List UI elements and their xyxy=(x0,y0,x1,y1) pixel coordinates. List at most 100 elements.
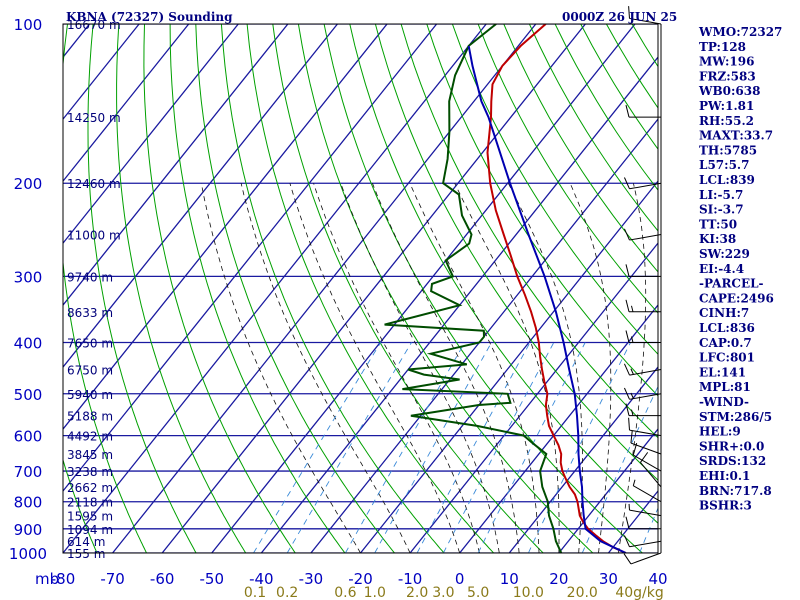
y-axis-unit: mb xyxy=(35,570,59,588)
wind-barb-half xyxy=(631,305,634,312)
temperature-tick-label: -40 xyxy=(249,570,274,588)
wind-barb xyxy=(630,430,662,455)
isotherm--50 xyxy=(211,24,636,553)
pressure-tick-label: 800 xyxy=(14,494,43,512)
wind-barb-staff xyxy=(629,393,662,400)
dry-adiabat xyxy=(63,24,148,553)
wind-barb-flag xyxy=(625,105,630,118)
height-label: 16670 m xyxy=(67,18,121,32)
mixing-ratio-line xyxy=(374,342,492,553)
dewpoint-trace xyxy=(384,24,563,553)
index-label: L57:5.7 xyxy=(699,158,749,172)
wind-barb-half xyxy=(630,368,634,375)
isotherm--60 xyxy=(161,24,586,553)
wind-barb-flag xyxy=(625,330,630,343)
wind-barb xyxy=(623,363,662,376)
height-label: 2662 m xyxy=(67,481,113,495)
wind-barb xyxy=(632,443,662,472)
pressure-tick-label: 600 xyxy=(14,428,43,446)
pressure-tick-label: 500 xyxy=(14,386,43,404)
wind-barb-flag xyxy=(625,403,630,416)
pressure-tick-label: 900 xyxy=(14,521,43,539)
mixing-ratio-line xyxy=(345,342,466,553)
temperature-tick-label: -70 xyxy=(100,570,125,588)
index-label: EI:-4.4 xyxy=(699,262,744,276)
height-label: 614 m xyxy=(67,535,105,549)
height-label: 1595 m xyxy=(67,510,113,524)
temperature-tick-label: 10 xyxy=(500,570,519,588)
wind-barb xyxy=(623,552,662,565)
moist-adiabat xyxy=(313,183,480,553)
wind-barb xyxy=(625,516,661,530)
plot-frame xyxy=(62,23,659,554)
wind-barb-half xyxy=(630,392,634,399)
valid-time: 0000Z 26 JUN 25 xyxy=(562,10,677,24)
index-label: LCL:836 xyxy=(699,321,755,335)
isotherm--130 xyxy=(63,24,239,245)
wind-barb-staff xyxy=(633,454,662,472)
mixing-ratio-label: 2.0 xyxy=(406,585,428,600)
wind-barb xyxy=(640,452,662,488)
wind-barb xyxy=(625,299,661,313)
index-label: PW:1.81 xyxy=(699,99,754,113)
trace-layer xyxy=(384,24,627,553)
height-label: 6750 m xyxy=(67,364,113,378)
index-label: EL:141 xyxy=(699,365,746,379)
wind-barb xyxy=(628,503,662,517)
mixing-ratio-label: 20.0 xyxy=(567,585,598,600)
wind-barb xyxy=(623,177,662,190)
dry-adiabat xyxy=(786,24,800,564)
wind-barb xyxy=(632,479,662,503)
wind-barb-staff xyxy=(629,540,662,548)
pressure-tick-label: 1000 xyxy=(9,545,47,563)
dry-adiabat xyxy=(0,24,1,564)
index-label: SHR+:0.0 xyxy=(699,439,764,453)
wind-barb-flag xyxy=(628,417,630,431)
isotherm--80 xyxy=(63,24,487,553)
mixing-ratio-label: 40g/kg xyxy=(615,585,663,600)
mixing-ratio-label: 5.0 xyxy=(467,585,489,600)
wind-barb-flag xyxy=(640,452,649,463)
index-label: SRDS:132 xyxy=(699,454,766,468)
wind-barb-staff xyxy=(629,182,662,190)
wind-barb-staff xyxy=(629,509,662,517)
wind-barb xyxy=(623,387,662,400)
index-label: HEL:9 xyxy=(699,425,741,439)
dry-adiabat xyxy=(477,24,658,314)
isotherm--140 xyxy=(63,24,190,183)
mixing-ratio-label: 0.1 xyxy=(244,585,266,600)
parcel-trace xyxy=(467,45,627,553)
pressure-tick-label: 700 xyxy=(14,463,43,481)
wind-barb xyxy=(628,6,662,25)
dry-adiabat xyxy=(297,24,594,553)
dry-adiabat xyxy=(374,24,658,481)
station-title: KBNA (72327) Sounding xyxy=(66,10,233,24)
wind-barb-flag xyxy=(630,430,633,444)
index-label: WB0:638 xyxy=(698,84,760,98)
wind-barb xyxy=(623,228,662,241)
wind-barb-flag xyxy=(625,264,630,277)
index-label: TT:50 xyxy=(699,217,737,231)
mixing-ratio-line xyxy=(477,342,586,553)
height-label: 1094 m xyxy=(67,523,113,537)
index-label: CAP:0.7 xyxy=(699,336,752,350)
isotherm--120 xyxy=(63,24,289,307)
index-label: CINH:7 xyxy=(699,306,749,320)
wind-barb-half xyxy=(631,409,634,416)
temperature-tick-label: -80 xyxy=(51,570,76,588)
index-label: MAXT:33.7 xyxy=(699,129,773,143)
wind-barb-staff xyxy=(633,485,662,503)
moist-adiabat xyxy=(289,183,461,553)
dry-adiabat xyxy=(169,24,346,553)
wind-barb-staff xyxy=(629,429,662,437)
index-label: LI:-5.7 xyxy=(699,188,743,202)
height-label: 155 m xyxy=(67,547,105,561)
wind-barb-flag xyxy=(623,553,632,565)
wind-barb-flag xyxy=(623,228,630,241)
index-label: MW:196 xyxy=(699,55,754,69)
dry-adiabat xyxy=(63,458,98,553)
temperature-tick-label: 20 xyxy=(549,570,568,588)
dry-adiabat xyxy=(246,24,495,553)
isotherm--10 xyxy=(409,242,658,553)
